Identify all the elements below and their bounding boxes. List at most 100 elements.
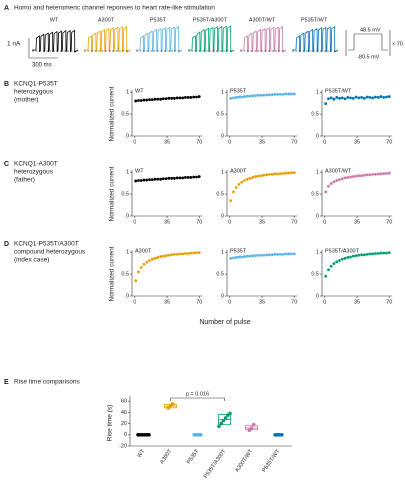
data-point: [166, 406, 171, 410]
data-point: [195, 251, 198, 255]
data-point: [324, 102, 328, 105]
x-tick-label: 35: [259, 219, 265, 225]
current-trace: [292, 25, 339, 53]
data-point: [178, 252, 182, 256]
data-point: [346, 96, 350, 99]
data-point: [159, 97, 162, 101]
data-point: [234, 186, 238, 189]
data-point: [161, 254, 165, 258]
data-point: [374, 172, 377, 176]
data-point: [172, 96, 176, 100]
current-trace: [188, 25, 235, 53]
data-point: [175, 252, 179, 256]
panel-letter: D: [4, 241, 9, 248]
data-point: [232, 256, 235, 260]
data-point: [382, 96, 386, 99]
y-tick-label: -20: [119, 443, 127, 449]
data-point: [197, 95, 201, 98]
data-point: [362, 173, 366, 177]
data-point: [189, 176, 193, 179]
data-point: [338, 96, 341, 100]
data-point: [217, 424, 221, 429]
data-point: [148, 98, 151, 102]
data-point: [148, 259, 151, 262]
data-point: [243, 255, 246, 258]
x-tick-label: 35: [164, 139, 170, 145]
x-tick-label: 70: [291, 219, 297, 225]
data-point: [181, 96, 185, 100]
y-axis-label: Normalized current: [109, 166, 116, 221]
data-point: [142, 98, 146, 102]
y-tick-label: 0: [126, 293, 129, 299]
y-tick-label: 1: [126, 90, 129, 96]
data-point: [145, 98, 149, 102]
panel-letter: A: [4, 5, 9, 12]
data-point: [164, 97, 168, 101]
data-point: [240, 180, 244, 184]
axis: [321, 250, 392, 297]
x-tick-label: 0: [228, 299, 231, 305]
chart-title: A300T: [230, 168, 247, 174]
data-point: [270, 172, 274, 176]
data-point: [267, 172, 271, 176]
row-title: KCNQ1-P535T: [14, 81, 58, 88]
data-point: [376, 172, 380, 176]
data-point: [192, 251, 196, 255]
data-point: [273, 92, 277, 96]
data-point: [237, 255, 241, 259]
y-tick-label: 0.5: [121, 272, 129, 278]
y-tick-label: 60: [121, 399, 127, 405]
panel-letter: E: [4, 379, 9, 386]
data-point: [273, 172, 277, 176]
data-point: [251, 254, 255, 258]
data-point: [195, 175, 198, 179]
data-point: [251, 422, 256, 427]
trace-label: P535T/WT: [301, 17, 328, 23]
data-point: [265, 93, 269, 97]
data-point: [237, 95, 241, 99]
x-tick-label: 35: [259, 299, 265, 305]
data-point: [172, 176, 176, 180]
data-point: [232, 96, 235, 100]
current-trace: [32, 29, 79, 53]
data-point: [324, 274, 328, 278]
y-tick-label: 0.5: [311, 272, 319, 278]
x-tick-label: P535T/A300T: [203, 448, 228, 480]
y-tick-label: 0: [221, 133, 224, 139]
data-point: [192, 95, 196, 99]
data-point: [385, 172, 388, 175]
data-point: [284, 171, 288, 175]
data-point: [159, 177, 162, 181]
protocol-bottom: -80.5 mV: [357, 54, 380, 60]
data-point: [170, 402, 175, 406]
data-point: [379, 251, 383, 255]
trace-label: A300T/WT: [249, 17, 276, 23]
x-tick-label: A300T/WT: [234, 448, 254, 473]
data-point: [137, 179, 140, 182]
data-point: [232, 190, 235, 194]
x-tick-label: 70: [386, 219, 392, 225]
data-point: [332, 180, 336, 184]
data-point: [145, 260, 149, 264]
data-point: [276, 172, 280, 176]
data-point: [371, 172, 375, 176]
data-point: [139, 266, 143, 269]
data-point: [292, 92, 296, 96]
row-subtitle: heterozygous: [14, 89, 54, 96]
data-point: [229, 96, 233, 100]
data-point: [340, 96, 344, 100]
data-point: [197, 175, 201, 178]
x-tick-label: 0: [323, 299, 326, 305]
y-tick-label: 0: [316, 293, 319, 299]
data-point: [327, 268, 330, 272]
data-point: [181, 252, 185, 256]
data-point: [379, 172, 383, 176]
data-point: [142, 263, 146, 266]
data-point: [387, 251, 391, 255]
data-point: [240, 255, 244, 259]
y-tick-label: 1: [221, 170, 224, 176]
y-tick-label: 1: [221, 250, 224, 256]
y-tick-label: 20: [121, 421, 127, 427]
data-point: [186, 252, 190, 255]
trace-label: P535T/A300T: [193, 17, 228, 23]
